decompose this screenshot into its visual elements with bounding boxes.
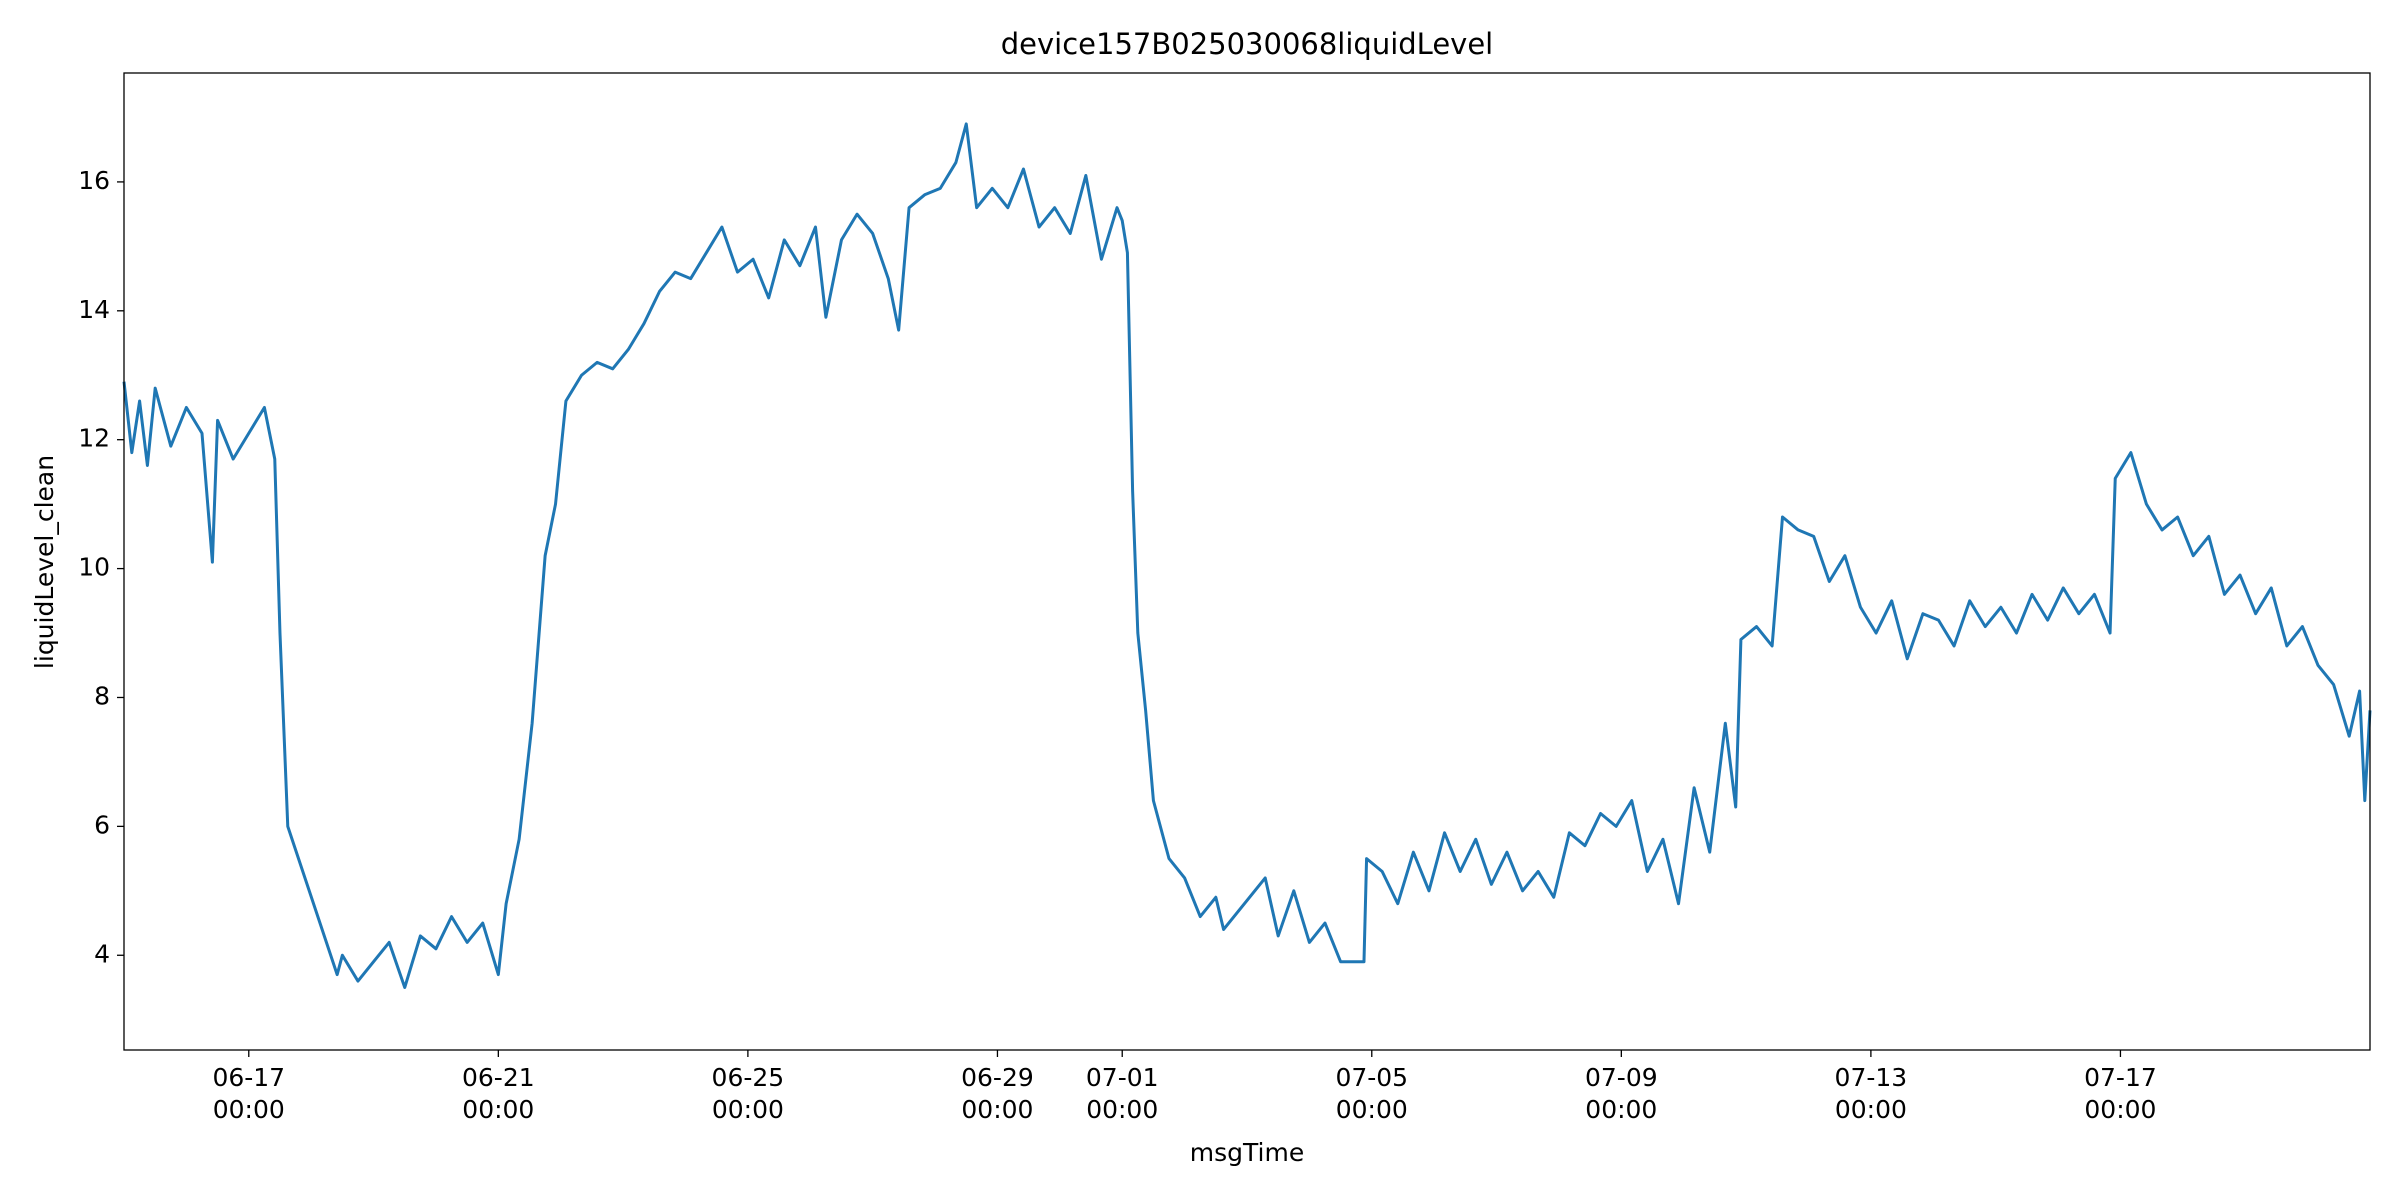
x-tick-label: 07-13 00:00 xyxy=(1834,1063,1908,1124)
line-series xyxy=(122,122,2372,989)
plot-frame xyxy=(123,72,2371,1051)
x-tick-label: 07-05 00:00 xyxy=(1335,1063,1409,1124)
y-tick-label: 16 xyxy=(78,166,110,195)
y-tick-label: 12 xyxy=(78,424,110,453)
x-tick-label: 06-29 00:00 xyxy=(961,1063,1034,1124)
x-axis-label: msgTime xyxy=(1190,1138,1304,1167)
x-tick-label: 07-01 00:00 xyxy=(1085,1063,1159,1124)
y-tick-label: 10 xyxy=(78,553,110,582)
x-tick-label: 06-17 00:00 xyxy=(212,1063,286,1124)
y-tick-label: 14 xyxy=(78,295,110,324)
x-tick-label: 06-21 00:00 xyxy=(462,1063,535,1124)
chart-title: device157B025030068liquidLevel xyxy=(1001,27,1493,61)
y-tick-label: 4 xyxy=(94,939,110,968)
x-tick-label: 07-09 00:00 xyxy=(1585,1063,1658,1124)
x-tick-label: 06-25 00:00 xyxy=(711,1063,785,1124)
y-tick-label: 6 xyxy=(94,810,110,839)
x-tick-label: 07-17 00:00 xyxy=(2084,1063,2157,1124)
y-tick-label: 8 xyxy=(94,681,110,710)
y-axis-label: liquidLevel_clean xyxy=(30,455,59,669)
